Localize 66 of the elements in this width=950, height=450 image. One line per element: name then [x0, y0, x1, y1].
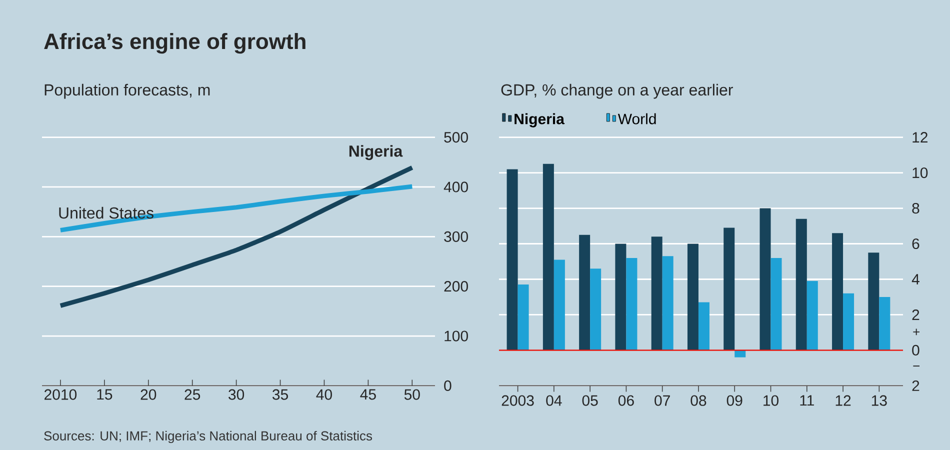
y-tick-label: 0 [444, 380, 452, 392]
x-tick-label: 20 [140, 389, 156, 400]
legend-label: Nigeria [514, 113, 565, 128]
bar [724, 228, 735, 350]
y-tick-label: 500 [444, 132, 468, 143]
bar [879, 296, 890, 350]
x-tick-label: 10 [764, 395, 778, 406]
line-series [58, 184, 414, 232]
y-tick-label: 400 [444, 182, 468, 192]
bar [687, 244, 698, 350]
x-tick-label: 06 [618, 395, 634, 406]
chart-title: GDP, % change on a year earlier [501, 84, 733, 99]
bar [770, 258, 782, 350]
y-tick-label: 0 [912, 344, 920, 356]
x-tick-label: 45 [360, 389, 376, 400]
bar [554, 260, 565, 350]
y-tick-label: 200 [444, 281, 468, 292]
x-tick-label: 11 [800, 395, 814, 406]
y-tick-label: 8 [912, 202, 920, 214]
x-tick-label: 2003 [502, 395, 534, 406]
x-tick-label: 05 [582, 395, 598, 406]
x-tick-label: 04 [546, 395, 562, 406]
source-note: Sources: UN; IMF; Nigeria’s National Bureau of Statistics [44, 430, 372, 444]
chart-title: Africa’s engine of growth [44, 32, 306, 54]
series-label: United States [59, 206, 154, 219]
bar [590, 268, 602, 350]
bar [843, 293, 854, 350]
bar [518, 284, 529, 350]
x-tick-label: 13 [872, 395, 887, 406]
text: + [913, 328, 920, 336]
y-tick-label: 300 [444, 231, 468, 242]
bar [506, 169, 518, 350]
bar [615, 244, 626, 350]
x-tick-label: 09 [726, 395, 742, 406]
x-tick-label: 30 [228, 389, 244, 400]
x-tick-label: 35 [272, 389, 288, 400]
chart-subtitle: Population forecasts, m [44, 84, 210, 99]
y-tick-label: 4 [912, 274, 920, 284]
x-tick-label: 08 [690, 395, 706, 406]
y-tick-label: 100 [444, 330, 468, 342]
bar [868, 252, 880, 350]
x-tick-label: 50 [404, 389, 420, 400]
y-tick-label: 2 [912, 380, 920, 391]
bar [806, 281, 818, 350]
x-tick-label: 2010 [44, 389, 77, 400]
bar [651, 236, 662, 350]
bar [662, 256, 674, 350]
bar [796, 218, 807, 350]
bar [626, 258, 638, 350]
x-tick-label: 07 [654, 395, 670, 406]
y-tick-label: 12 [912, 132, 928, 143]
x-tick-label: 25 [184, 389, 200, 400]
bar [698, 302, 710, 350]
series-label: Nigeria [349, 145, 403, 160]
x-tick-label: 12 [836, 395, 851, 406]
x-tick-label: 40 [316, 389, 332, 400]
bar [832, 233, 844, 350]
y-tick-label: 2 [912, 309, 920, 320]
x-tick-label: 15 [97, 389, 112, 400]
bar [760, 208, 771, 350]
legend-label: World [618, 113, 656, 124]
line-series [58, 165, 414, 308]
y-tick-label: 10 [912, 167, 928, 178]
bar [579, 234, 590, 350]
bar [542, 164, 554, 350]
y-tick-label: 6 [912, 238, 920, 250]
